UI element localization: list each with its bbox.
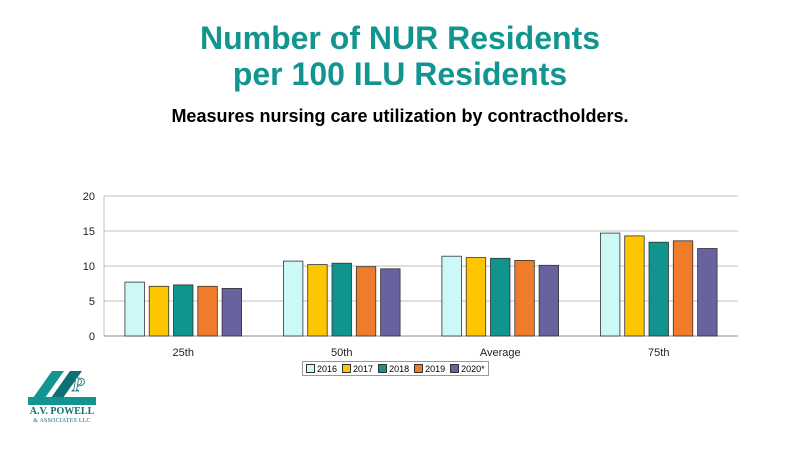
legend-item: 2017 bbox=[342, 364, 373, 374]
bar-2019-Average bbox=[514, 259, 535, 337]
chart-title: Number of NUR Residents per 100 ILU Resi… bbox=[0, 20, 800, 92]
bar-2018-75th bbox=[648, 241, 669, 337]
legend-item: 2016 bbox=[306, 364, 337, 374]
bar-2019-50th bbox=[355, 266, 377, 337]
bar-2017-25th bbox=[148, 285, 170, 337]
bar-2016-Average bbox=[441, 255, 462, 337]
company-logo: P A.V. POWELL & ASSOCIATES LLC bbox=[24, 367, 108, 429]
x-tick-label: Average bbox=[480, 347, 521, 359]
title-line-1: Number of NUR Residents bbox=[199, 20, 601, 56]
bar-2019-25th bbox=[197, 285, 218, 337]
legend-item: 2020* bbox=[450, 364, 485, 374]
legend-item: 2018 bbox=[378, 364, 409, 374]
bar-2017-50th bbox=[307, 264, 328, 337]
legend-label: 2017 bbox=[353, 363, 374, 374]
x-tick-label: 25th bbox=[173, 347, 194, 359]
avp-logo-icon: P bbox=[28, 371, 96, 405]
bar-2016-25th bbox=[124, 281, 145, 337]
bar-2018-25th bbox=[173, 284, 194, 337]
bar-2020*-75th bbox=[697, 248, 718, 337]
y-tick-label: 15 bbox=[83, 226, 95, 238]
chart-legend: 2016 2017 2018 2019 2020* bbox=[302, 361, 489, 376]
bar-2017-75th bbox=[624, 235, 645, 337]
legend-label: 2019 bbox=[425, 363, 446, 374]
bar-2020*-25th bbox=[221, 287, 243, 337]
bar-2020*-50th bbox=[380, 268, 401, 337]
chart-subtitle: Measures nursing care utilization by con… bbox=[171, 106, 629, 126]
legend-swatch bbox=[414, 364, 424, 373]
y-tick-label: 20 bbox=[83, 191, 95, 203]
legend-swatch bbox=[342, 364, 352, 373]
bar-2016-75th bbox=[600, 232, 621, 337]
bar-2016-50th bbox=[282, 260, 304, 337]
bar-2020*-Average bbox=[538, 264, 559, 337]
x-tick-label: 75th bbox=[648, 347, 669, 359]
logo-p-glyph: P bbox=[71, 374, 85, 396]
title-line-2: per 100 ILU Residents bbox=[232, 56, 568, 92]
x-tick-label: 50th bbox=[331, 347, 352, 359]
y-tick-label: 0 bbox=[89, 331, 95, 343]
legend-label: 2020* bbox=[461, 363, 485, 374]
bar-2017-Average bbox=[465, 257, 487, 337]
logo-company-sub: & ASSOCIATES LLC bbox=[33, 418, 91, 424]
y-tick-label: 5 bbox=[89, 296, 95, 308]
legend-label: 2016 bbox=[317, 363, 338, 374]
bar-2018-Average bbox=[490, 257, 511, 337]
legend-swatch bbox=[450, 364, 460, 373]
legend-item: 2019 bbox=[414, 364, 445, 374]
bar-2019-75th bbox=[672, 240, 694, 337]
legend-swatch bbox=[378, 364, 388, 373]
logo-company-name: A.V. POWELL bbox=[29, 406, 95, 417]
legend-label: 2018 bbox=[389, 363, 410, 374]
bar-2018-50th bbox=[331, 262, 352, 337]
y-tick-label: 10 bbox=[83, 261, 95, 273]
legend-swatch bbox=[306, 364, 315, 373]
